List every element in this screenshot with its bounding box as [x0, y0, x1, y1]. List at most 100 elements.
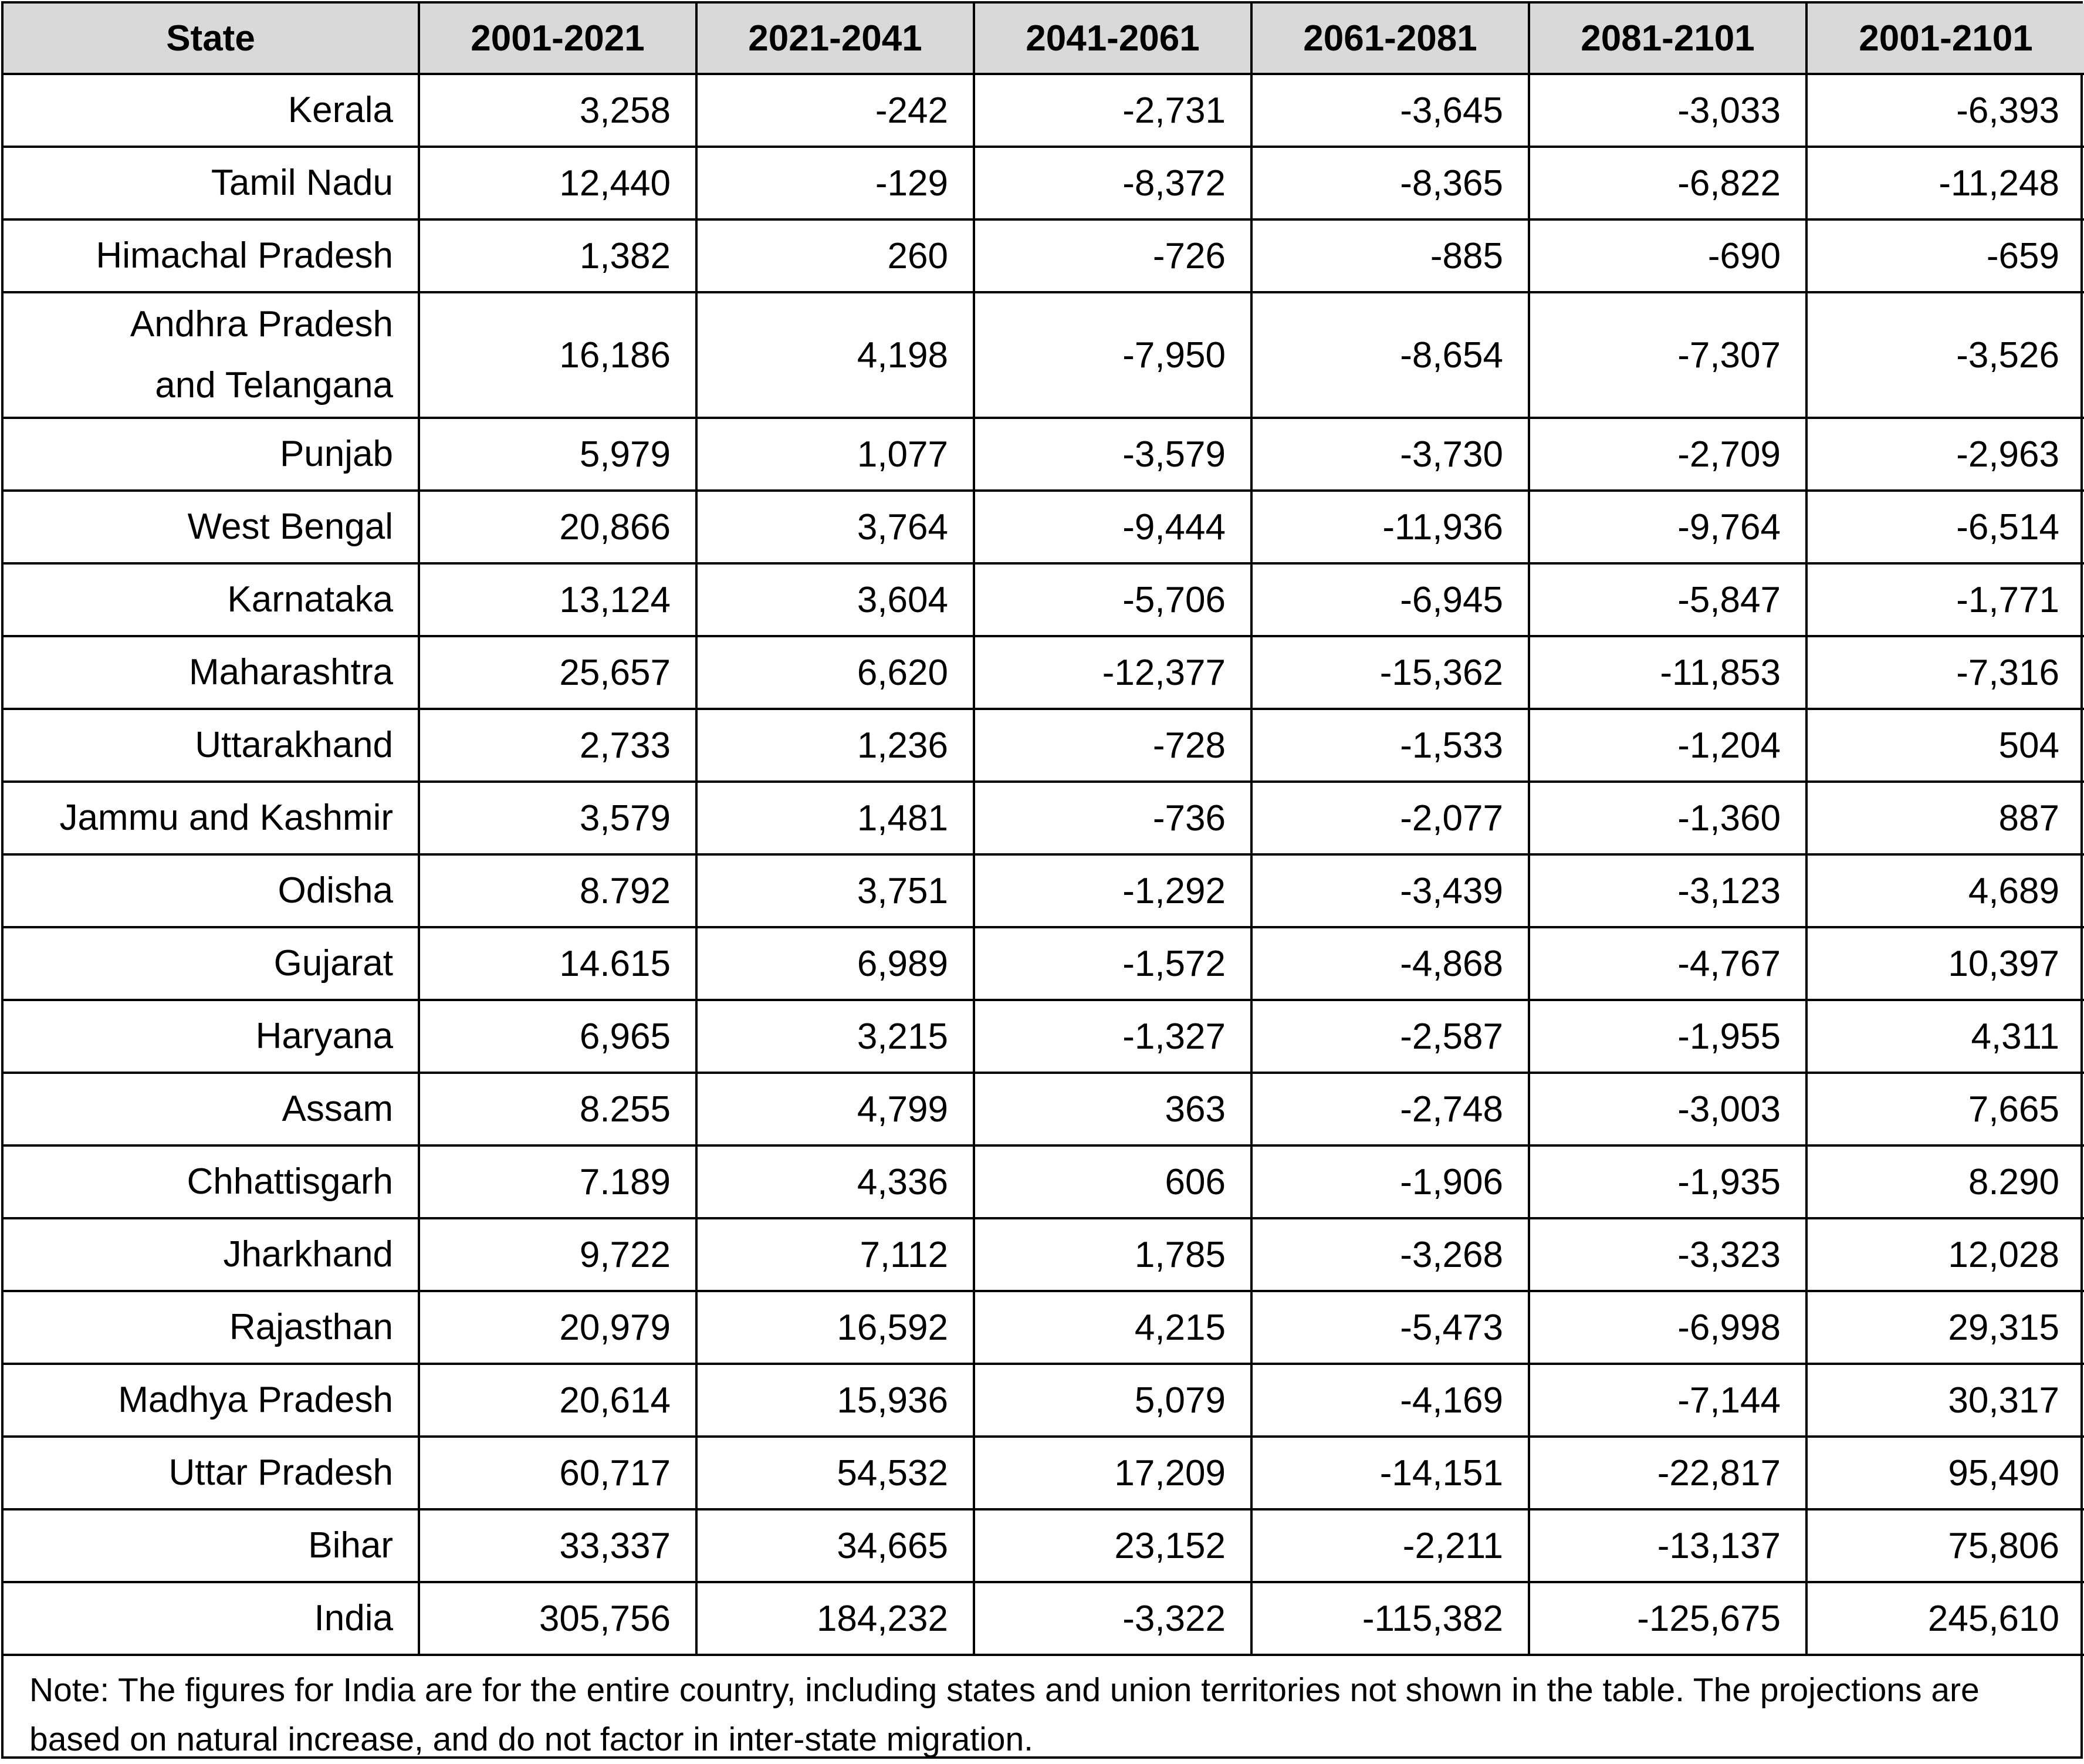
value-cell: 17,209 [973, 1435, 1253, 1510]
value-cell: 245,610 [1805, 1581, 2084, 1656]
value-cell: -1,955 [1528, 999, 1808, 1074]
state-cell: Madhya Pradesh [4, 1363, 420, 1438]
state-cell: Haryana [4, 999, 420, 1074]
value-cell: -726 [973, 218, 1253, 293]
value-cell: 3,215 [695, 999, 975, 1074]
value-cell: -5,473 [1250, 1290, 1530, 1365]
state-cell: Andhra Pradesh and Telangana [4, 291, 420, 419]
column-header-2081-2101: 2081-2101 [1528, 4, 1808, 75]
value-cell: 184,232 [695, 1581, 975, 1656]
value-cell: -2,077 [1250, 780, 1530, 856]
value-cell: 13,124 [418, 562, 698, 637]
state-cell: Chhattisgarh [4, 1144, 420, 1219]
column-header-2061-2081: 2061-2081 [1250, 4, 1530, 75]
state-cell: Himachal Pradesh [4, 218, 420, 293]
value-cell: 14.615 [418, 926, 698, 1001]
value-cell: 3,579 [418, 780, 698, 856]
state-cell: India [4, 1581, 420, 1656]
state-cell: Punjab [4, 417, 420, 492]
column-header-2041-2061: 2041-2061 [973, 4, 1253, 75]
value-cell: -1,935 [1528, 1144, 1808, 1219]
value-cell: -8,365 [1250, 146, 1530, 221]
value-cell: -22,817 [1528, 1435, 1808, 1510]
value-cell: -3,526 [1805, 291, 2084, 419]
value-cell: 3,751 [695, 853, 975, 928]
value-cell: 20,866 [418, 489, 698, 565]
value-cell: -3,003 [1528, 1072, 1808, 1147]
value-cell: -2,963 [1805, 417, 2084, 492]
value-cell: 12,440 [418, 146, 698, 221]
value-cell: -14,151 [1250, 1435, 1530, 1510]
value-cell: -3,322 [973, 1581, 1253, 1656]
value-cell: 7.189 [418, 1144, 698, 1219]
state-cell: Uttarakhand [4, 708, 420, 783]
table-row: Chhattisgarh 7.189 4,336 606 -1,906 -1,935 8.2… [4, 1144, 2084, 1219]
value-cell: -7,307 [1528, 291, 1808, 419]
table-body: Kerala 3,258 -242 -2,731 -3,645 -3,033 -6,393 T… [4, 73, 2084, 1656]
table-row: Andhra Pradesh and Telangana 16,186 4,198 -7… [4, 291, 2084, 419]
table-row: Rajasthan 20,979 16,592 4,215 -5,473 -6,998 29… [4, 1290, 2084, 1365]
table-row: Uttar Pradesh 60,717 54,532 17,209 -14,151 -2… [4, 1435, 2084, 1510]
value-cell: -2,709 [1528, 417, 1808, 492]
value-cell: -1,204 [1528, 708, 1808, 783]
state-cell: Gujarat [4, 926, 420, 1001]
value-cell: 8.792 [418, 853, 698, 928]
value-cell: -5,706 [973, 562, 1253, 637]
value-cell: 1,382 [418, 218, 698, 293]
table-row: West Bengal 20,866 3,764 -9,444 -11,936 -9,76… [4, 489, 2084, 565]
column-header-2001-2021: 2001-2021 [418, 4, 698, 75]
value-cell: -115,382 [1250, 1581, 1530, 1656]
value-cell: -2,731 [973, 73, 1253, 148]
value-cell: 25,657 [418, 635, 698, 710]
header-row: State 2001-2021 2021-2041 2041-2061 2061-208… [4, 4, 2084, 75]
column-header-2001-2101: 2001-2101 [1805, 4, 2084, 75]
table-row: India 305,756 184,232 -3,322 -115,382 -125,67… [4, 1581, 2084, 1656]
value-cell: 3,604 [695, 562, 975, 637]
value-cell: -8,372 [973, 146, 1253, 221]
value-cell: -2,748 [1250, 1072, 1530, 1147]
state-cell: Jharkhand [4, 1217, 420, 1292]
value-cell: 6,965 [418, 999, 698, 1074]
value-cell: 54,532 [695, 1435, 975, 1510]
value-cell: 1,785 [973, 1217, 1253, 1292]
value-cell: -7,316 [1805, 635, 2084, 710]
value-cell: 363 [973, 1072, 1253, 1147]
value-cell: -3,439 [1250, 853, 1530, 928]
state-cell: Assam [4, 1072, 420, 1147]
value-cell: 20,979 [418, 1290, 698, 1365]
value-cell: -11,936 [1250, 489, 1530, 565]
state-cell: Maharashtra [4, 635, 420, 710]
value-cell: 16,592 [695, 1290, 975, 1365]
value-cell: 30,317 [1805, 1363, 2084, 1438]
value-cell: -129 [695, 146, 975, 221]
value-cell: -2,587 [1250, 999, 1530, 1074]
value-cell: -15,362 [1250, 635, 1530, 710]
state-cell: Karnataka [4, 562, 420, 637]
value-cell: -9,764 [1528, 489, 1808, 565]
table-note: Note: The figures for India are for the … [29, 1671, 1980, 1758]
value-cell: 33,337 [418, 1508, 698, 1583]
value-cell: -4,767 [1528, 926, 1808, 1001]
value-cell: 29,315 [1805, 1290, 2084, 1365]
value-cell: 6,620 [695, 635, 975, 710]
value-cell: 2,733 [418, 708, 698, 783]
value-cell: 16,186 [418, 291, 698, 419]
value-cell: -1,572 [973, 926, 1253, 1001]
value-cell: -242 [695, 73, 975, 148]
value-cell: 260 [695, 218, 975, 293]
value-cell: -8,654 [1250, 291, 1530, 419]
value-cell: 1,077 [695, 417, 975, 492]
value-cell: 4,336 [695, 1144, 975, 1219]
value-cell: -1,360 [1528, 780, 1808, 856]
value-cell: -3,730 [1250, 417, 1530, 492]
value-cell: 95,490 [1805, 1435, 2084, 1510]
value-cell: 9,722 [418, 1217, 698, 1292]
state-cell: Tamil Nadu [4, 146, 420, 221]
table-row: Punjab 5,979 1,077 -3,579 -3,730 -2,709 -2,963 [4, 417, 2084, 492]
value-cell: 887 [1805, 780, 2084, 856]
value-cell: -736 [973, 780, 1253, 856]
value-cell: -3,645 [1250, 73, 1530, 148]
value-cell: -125,675 [1528, 1581, 1808, 1656]
value-cell: -728 [973, 708, 1253, 783]
